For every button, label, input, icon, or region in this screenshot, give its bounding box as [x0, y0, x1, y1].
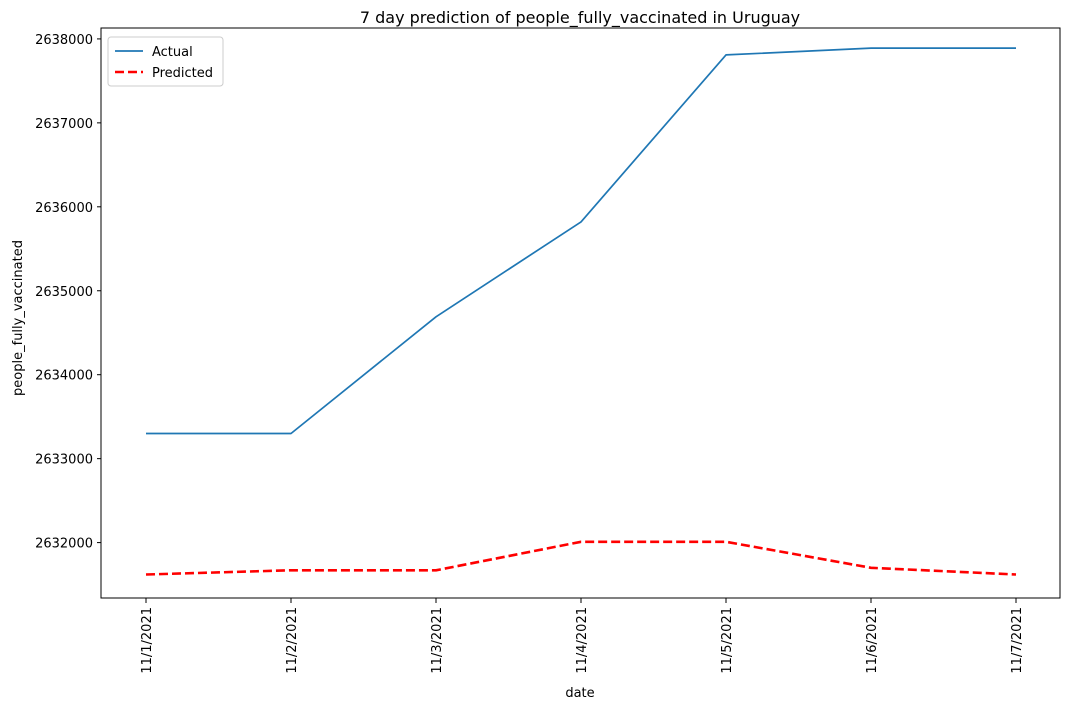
x-tick-label: 11/3/2021 — [430, 607, 445, 674]
y-tick-label: 2632000 — [35, 537, 93, 552]
x-tick-label: 11/1/2021 — [140, 607, 155, 674]
x-tick-label: 11/7/2021 — [1010, 607, 1025, 674]
y-tick-label: 2633000 — [35, 453, 93, 468]
chart-title: 7 day prediction of people_fully_vaccina… — [360, 8, 800, 28]
x-tick-label: 11/5/2021 — [720, 607, 735, 674]
series-line-actual — [146, 47, 1016, 435]
y-tick-label: 2637000 — [35, 117, 93, 132]
y-tick-label: 2638000 — [35, 33, 93, 48]
y-tick-label: 2636000 — [35, 201, 93, 216]
x-tick-label: 11/4/2021 — [575, 607, 590, 674]
legend-label-predicted: Predicted — [152, 66, 213, 81]
y-tick-label: 2635000 — [35, 285, 93, 300]
y-axis-label: people_fully_vaccinated — [11, 240, 26, 396]
x-axis-label: date — [565, 686, 594, 701]
series-line-predicted — [145, 540, 1017, 576]
x-axis-ticks: 11/1/2021 11/2/2021 11/3/2021 11/4/2021 11/5… — [140, 598, 1025, 674]
legend-box — [107, 36, 224, 87]
plot-frame — [100, 27, 1061, 599]
series-lines — [145, 47, 1017, 576]
legend: Actual Predicted — [107, 36, 224, 87]
y-axis-ticks: 2632000 2633000 2634000 2635000 2636000 26370… — [35, 33, 101, 552]
legend-label-actual: Actual — [152, 45, 193, 60]
y-tick-label: 2634000 — [35, 369, 93, 384]
x-tick-label: 11/2/2021 — [285, 607, 300, 674]
x-tick-label: 11/6/2021 — [865, 607, 880, 674]
